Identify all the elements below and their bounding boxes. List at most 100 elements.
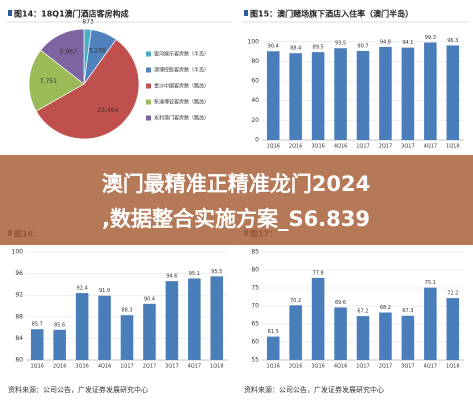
value-label: 95.1 [189,271,200,277]
value-label: 96.3 [447,38,458,44]
value-label: 5,967 [60,48,77,55]
y-tick-label: 92 [15,292,23,299]
value-label: 94.6 [166,274,177,280]
bar [143,303,156,360]
x-tick-label: 4Q17 [424,144,437,150]
x-tick-label: 4Q17 [424,364,437,370]
title-marker [8,10,12,16]
x-tick-label: 2Q16 [53,364,66,370]
x-tick-label: 1Q16 [266,144,279,150]
legend-swatch [146,99,151,105]
value-label: 88.4 [290,46,301,52]
legend-swatch [146,83,151,89]
bar [446,298,460,360]
bar [401,315,415,360]
x-tick-label: 3Q17 [165,364,178,370]
y-tick-label: 55 [251,357,259,364]
bar [188,278,201,360]
banner-line: 澳门最精准正精准龙门2024 [102,172,370,196]
legend-swatch [146,115,151,121]
x-tick-label: 2Q17 [143,364,156,370]
value-label: 67.3 [402,308,413,314]
value-label: 77.8 [313,270,324,276]
bar [424,287,437,360]
value-label: 75.1 [425,280,436,286]
x-tick-label: 4Q17 [188,364,201,370]
chart-title: 图14：18Q1澳门酒店客房构成 [14,9,129,19]
title-marker [244,10,248,16]
value-label: 94.1 [402,40,413,46]
value-label: 85.7 [32,322,43,328]
bar [311,52,325,140]
bar [379,312,392,360]
bar [30,329,44,360]
value-label: 3,238 [89,47,106,54]
value-label: 69.6 [335,300,346,306]
value-label: 90.7 [357,43,368,49]
x-tick-label: 4Q16 [98,364,111,370]
bar [266,336,280,360]
value-label: 95.5 [211,269,222,275]
x-tick-label: 1Q17 [356,144,369,150]
x-tick-label: 3Q16 [311,364,324,370]
legend-label: 银河娱乐客房数（半岛） [154,51,209,58]
value-label: 94.8 [380,39,391,45]
value-label: 99.3 [425,35,436,41]
y-tick-label: 80 [15,357,23,364]
y-tick-label: 100 [248,38,260,45]
y-tick-label: 84 [15,335,23,342]
bar [289,53,302,140]
pie-slice [28,49,85,112]
bar [98,295,111,360]
legend-swatch [146,51,151,57]
value-label: 89.5 [313,45,324,51]
value-label: 92.4 [77,286,88,292]
value-label: 23,464 [97,107,118,114]
y-tick-label: 100 [12,249,24,256]
legend-label: 金沙中国客房数（路氹） [154,83,209,90]
bar [289,305,302,360]
x-tick-label: 1Q17 [356,364,369,370]
y-tick-label: 80 [251,267,259,274]
value-label: 873 [82,19,94,26]
bar [379,46,392,140]
x-tick-label: 1Q18 [210,364,223,370]
y-tick-label: 80 [251,58,259,65]
y-tick-label: 60 [251,78,259,85]
bar [165,281,179,360]
value-label: 67.2 [357,309,368,315]
bar [424,42,437,140]
x-tick-label: 2Q17 [379,364,392,370]
y-tick-label: 75 [251,285,259,292]
banner-line: ,数据整合实施方案_S6.839 [102,207,370,231]
value-label: 61.5 [268,329,279,335]
value-label: 93.5 [335,41,346,47]
y-tick-label: 88 [15,313,23,320]
x-tick-label: 4Q16 [334,144,347,150]
source: 资料来源：公司公告，广发证券发展研究中心 [8,385,148,394]
x-tick-label: 4Q16 [334,364,347,370]
value-label: 91.9 [99,288,110,294]
bar [334,48,347,141]
bar [120,315,134,360]
bar [334,307,347,360]
legend-swatch [146,67,151,73]
x-tick-label: 1Q18 [446,144,459,150]
y-tick-label: 85 [251,249,259,256]
legend-label: 永利澳门客房数（路氹） [154,115,209,122]
y-tick-label: 20 [251,117,259,124]
y-tick-label: 60 [251,339,259,346]
value-label: 68.2 [380,305,391,311]
pie-slice [40,28,85,85]
x-tick-label: 2Q17 [379,144,392,150]
x-tick-label: 3Q16 [311,144,324,150]
x-tick-label: 2Q16 [289,144,302,150]
x-tick-label: 1Q17 [120,364,133,370]
y-tick-label: 40 [251,97,259,104]
bar [401,47,415,140]
value-label: 88.3 [121,308,132,314]
bar [356,316,370,360]
bar [356,50,370,140]
x-tick-label: 1Q16 [30,364,43,370]
